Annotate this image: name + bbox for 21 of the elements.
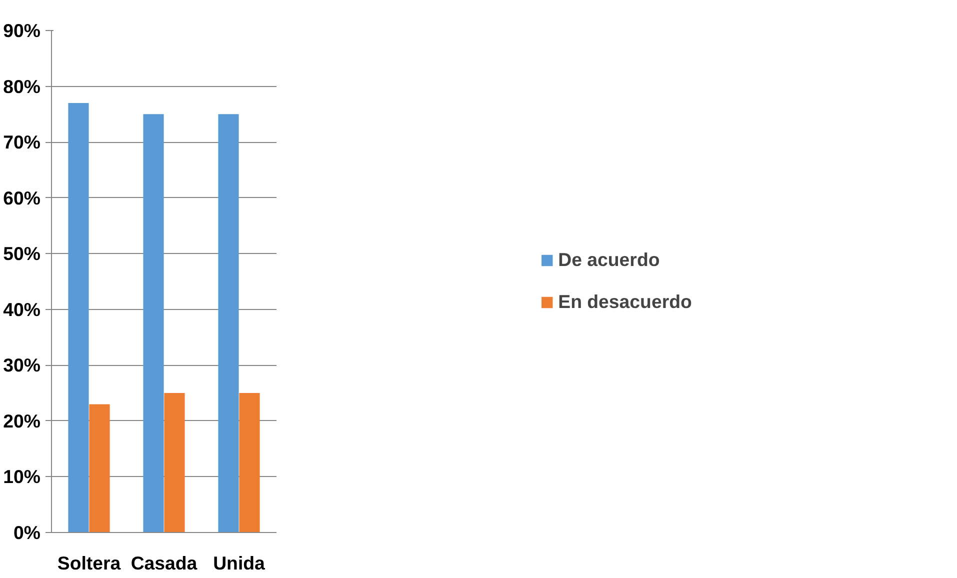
legend-label: En desacuerdo bbox=[558, 291, 692, 313]
y-tick-label: 70% bbox=[3, 132, 41, 153]
x-tick-label: Unida bbox=[213, 552, 266, 574]
bar bbox=[89, 404, 110, 532]
y-tick-label: 0% bbox=[14, 522, 41, 543]
y-tick-label: 10% bbox=[3, 466, 41, 488]
y-tick-label: 90% bbox=[3, 20, 41, 41]
bar bbox=[143, 114, 164, 532]
bar bbox=[218, 114, 239, 532]
x-tick-label: Soltera bbox=[57, 552, 122, 574]
bar bbox=[164, 393, 185, 532]
y-tick-label: 80% bbox=[3, 76, 41, 97]
y-tick-label: 60% bbox=[3, 187, 41, 208]
x-tick-label: Casada bbox=[130, 552, 198, 574]
y-tick-label: 50% bbox=[3, 243, 41, 264]
bar bbox=[239, 393, 260, 532]
legend-label: De acuerdo bbox=[558, 249, 660, 271]
bar bbox=[68, 103, 89, 532]
y-tick-label: 30% bbox=[3, 354, 41, 376]
y-tick-label: 40% bbox=[3, 298, 41, 320]
y-tick-label: 20% bbox=[3, 410, 41, 432]
